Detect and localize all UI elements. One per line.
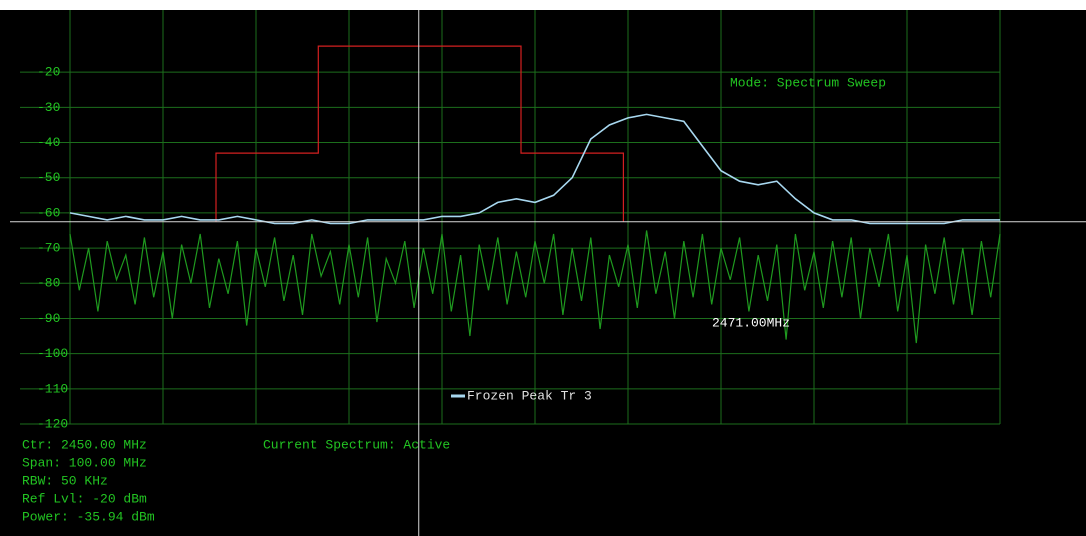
trace (69, 113, 1000, 225)
y-tick-label: -20 (37, 65, 60, 80)
info-line: Power: -35.94 dBm (22, 509, 155, 524)
info-line: RBW: 50 KHz (22, 473, 108, 488)
y-tick-label: -60 (37, 205, 60, 220)
trace (69, 230, 1001, 344)
y-tick-label: -110 (37, 381, 68, 396)
y-tick-label: -80 (37, 276, 60, 291)
trace (215, 45, 624, 222)
mode-label: Mode: Spectrum Sweep (730, 75, 886, 90)
y-tick-label: -90 (37, 311, 60, 326)
y-tick-label: -70 (37, 241, 60, 256)
status-label: Current Spectrum: Active (263, 437, 450, 452)
info-line: Ref Lvl: -20 dBm (22, 491, 147, 506)
y-tick-label: -40 (37, 135, 60, 150)
info-line: Ctr: 2450.00 MHz (22, 437, 147, 452)
legend-label: Frozen Peak Tr 3 (467, 388, 592, 403)
screen (0, 10, 1086, 536)
y-tick-label: -120 (37, 416, 68, 431)
info-line: Span: 100.00 MHz (22, 455, 147, 470)
y-tick-label: -100 (37, 346, 68, 361)
y-tick-label: -50 (37, 170, 60, 185)
marker-label: 2471.00MHz (712, 315, 790, 330)
y-tick-label: -30 (37, 100, 60, 115)
